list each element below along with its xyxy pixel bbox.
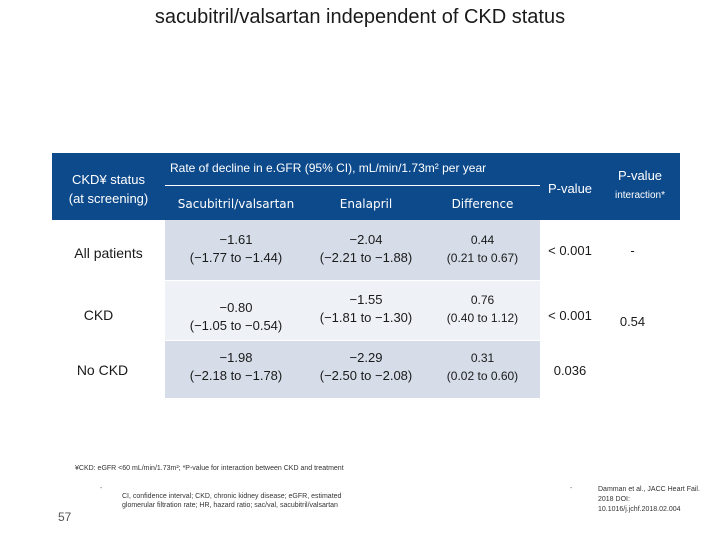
row-label-all: All patients [74, 245, 143, 261]
row1-enal: −2.04 (−2.21 to −1.88) [307, 231, 425, 267]
header-bg-pvalue [540, 153, 600, 220]
slide-number: 57 [58, 510, 72, 524]
row1-sac: −1.61 (−1.77 to −1.44) [165, 231, 307, 267]
row3-diff-ci: (0.02 to 0.60) [446, 369, 519, 383]
header-pint: P-value interaction* [600, 164, 680, 204]
row2-sac-value: −0.80 [219, 300, 253, 315]
row1-diff-value: 0.44 [470, 233, 495, 247]
row2-pint: 0.54 [619, 314, 646, 329]
row2-pvalue: < 0.001 [548, 308, 592, 323]
col-sacubitril: Sacubitril/valsartan [177, 197, 295, 211]
row-label-no-ckd: No CKD [76, 362, 129, 378]
row3-enal-ci: (−2.50 to −2.08) [319, 368, 413, 383]
header-bg-pint [600, 153, 680, 220]
row3-sac-ci: (−2.18 to −1.78) [189, 368, 283, 383]
row3-diff: 0.31 (0.02 to 0.60) [425, 349, 540, 385]
row-band-2 [165, 280, 540, 340]
row3-diff-value: 0.31 [470, 351, 495, 365]
citation-line1: Damman et al., JACC Heart Fail. [598, 486, 700, 493]
row1-diff: 0.44 (0.21 to 0.67) [425, 231, 540, 267]
row1-enal-ci: (−2.21 to −1.88) [319, 250, 413, 265]
abbreviations-line2: glomerular filtration rate; HR, hazard r… [122, 502, 338, 509]
bullet-right: - [570, 485, 573, 492]
header-bg-sub [165, 185, 540, 220]
row2-sac-ci: (−1.05 to −0.54) [189, 318, 283, 333]
row2-sac: −0.80 (−1.05 to −0.54) [165, 299, 307, 335]
row3-enal-value: −2.29 [349, 350, 383, 365]
row1-sac-value: −1.61 [219, 232, 253, 247]
row2-enal-ci: (−1.81 to −1.30) [319, 310, 413, 325]
row-divider-2 [165, 340, 540, 341]
citation-line2: 2018 DOI: [598, 496, 630, 503]
row1-sac-ci: (−1.77 to −1.44) [189, 250, 283, 265]
row2-diff-value: 0.76 [470, 293, 495, 307]
row3-sac: −1.98 (−2.18 to −1.78) [165, 349, 307, 385]
row2-enal: −1.55 (−1.81 to −1.30) [307, 291, 425, 327]
row2-enal-value: −1.55 [349, 292, 383, 307]
header-pint-line2: interaction* [614, 190, 666, 201]
row1-diff-ci: (0.21 to 0.67) [446, 251, 519, 265]
citation-line3: 10.1016/j.jchf.2018.02.004 [598, 506, 681, 513]
header-ckd-status: CKD¥ status (at screening) [52, 170, 165, 208]
row-label-ckd: CKD [83, 307, 114, 323]
header-pvalue: P-value [547, 181, 593, 196]
row1-pvalue: < 0.001 [548, 243, 592, 258]
header-pint-line1: P-value [617, 168, 663, 183]
col-difference: Difference [451, 197, 514, 211]
bullet-left: - [100, 485, 103, 492]
row2-diff: 0.76 (0.40 to 1.12) [425, 291, 540, 327]
row3-enal: −2.29 (−2.50 to −2.08) [307, 349, 425, 385]
header-bg-left [52, 153, 165, 220]
citation: Damman et al., JACC Heart Fail. 2018 DOI… [598, 485, 700, 515]
footnote: ¥CKD: eGFR <60 mL/min/1.73m²; *P-value f… [75, 465, 344, 472]
row-divider-1 [165, 280, 540, 281]
row3-pvalue: 0.036 [553, 363, 587, 378]
row2-diff-ci: (0.40 to 1.12) [446, 311, 519, 325]
header-ckd-line1: CKD¥ status [72, 172, 145, 187]
abbreviations-line1: CI, confidence interval; CKD, chronic ki… [122, 493, 342, 500]
row3-sac-value: −1.98 [219, 350, 253, 365]
col-enalapril: Enalapril [339, 197, 393, 211]
header-rate: Rate of decline in e.GFR (95% CI), mL/mi… [170, 161, 487, 175]
header-divider [165, 185, 540, 186]
slide-title: sacubitril/valsartan independent of CKD … [154, 6, 566, 28]
row-band-1 [165, 220, 540, 280]
row1-enal-value: −2.04 [349, 232, 383, 247]
row-band-3 [165, 340, 540, 398]
row1-pint: - [630, 243, 635, 258]
abbreviations: CI, confidence interval; CKD, chronic ki… [122, 492, 341, 510]
header-ckd-line2: (at screening) [68, 191, 149, 206]
header-bg-rate [165, 153, 540, 185]
